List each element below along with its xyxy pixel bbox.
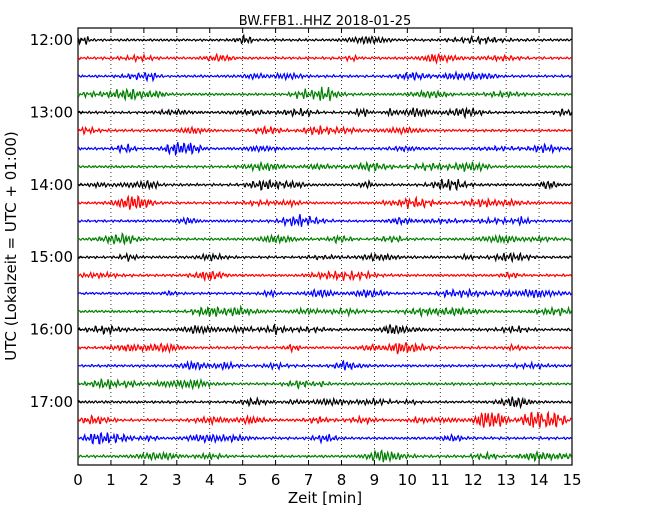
y-tick-label: 16:00 bbox=[30, 321, 73, 339]
y-tick-label: 14:00 bbox=[30, 176, 73, 194]
trace-row-1515 bbox=[77, 269, 573, 283]
x-tick-label: 14 bbox=[530, 471, 549, 489]
x-tick-label: 8 bbox=[337, 471, 347, 489]
x-tick-label: 3 bbox=[172, 471, 182, 489]
x-tick-label: 10 bbox=[398, 471, 417, 489]
y-tick-label: 13:00 bbox=[30, 103, 73, 121]
x-tick-label: 9 bbox=[370, 471, 380, 489]
trace-row-1430 bbox=[77, 214, 572, 228]
x-tick-label: 6 bbox=[271, 471, 281, 489]
trace-row-1345 bbox=[77, 160, 573, 173]
trace-row-1445 bbox=[77, 231, 573, 246]
trace-row-1545 bbox=[77, 304, 573, 319]
x-tick-label: 11 bbox=[431, 471, 450, 489]
trace-row-1530 bbox=[77, 287, 572, 299]
x-axis-label: Zeit [min] bbox=[288, 489, 362, 507]
y-tick-label: 12:00 bbox=[30, 31, 73, 49]
x-tick-labels: 0 1 2 3 4 5 6 7 8 9 10 11 12 13 14 15 bbox=[73, 471, 581, 489]
trace-row-1745 bbox=[77, 448, 573, 464]
x-tick-label: 1 bbox=[106, 471, 116, 489]
traces-group bbox=[77, 33, 573, 464]
x-tick-label: 7 bbox=[304, 471, 314, 489]
x-tick-label: 15 bbox=[562, 471, 581, 489]
trace-row-1230 bbox=[77, 70, 572, 83]
trace-row-1215 bbox=[77, 52, 572, 65]
x-tick-label: 0 bbox=[73, 471, 83, 489]
trace-row-1330 bbox=[77, 142, 572, 157]
chart-title: BW.FFB1..HHZ 2018-01-25 bbox=[239, 14, 412, 29]
trace-row-1615 bbox=[77, 341, 572, 355]
trace-row-1700 bbox=[77, 396, 573, 410]
x-tick-label: 5 bbox=[238, 471, 248, 489]
y-axis-label: UTC (Lokalzeit = UTC + 01:00) bbox=[2, 131, 20, 361]
x-tick-label: 4 bbox=[205, 471, 215, 489]
trace-row-1415 bbox=[77, 194, 572, 210]
trace-row-1730 bbox=[77, 431, 572, 445]
trace-row-1200 bbox=[77, 33, 572, 46]
trace-row-1315 bbox=[77, 124, 572, 136]
trace-row-1600 bbox=[77, 323, 572, 336]
trace-row-1500 bbox=[77, 251, 572, 264]
y-tick-label: 15:00 bbox=[30, 248, 73, 266]
plot-frame bbox=[77, 27, 573, 466]
grid-lines bbox=[110, 28, 540, 465]
axis-ticks bbox=[77, 28, 573, 465]
trace-row-1645 bbox=[77, 377, 572, 391]
x-tick-label: 13 bbox=[497, 471, 516, 489]
trace-row-1715 bbox=[77, 410, 572, 428]
x-tick-label: 2 bbox=[139, 471, 149, 489]
x-tick-label: 12 bbox=[464, 471, 483, 489]
trace-row-1300 bbox=[77, 106, 573, 120]
trace-row-1630 bbox=[77, 359, 572, 372]
y-tick-labels: 12:00 13:00 14:00 15:00 16:00 17:00 bbox=[30, 31, 73, 411]
trace-row-1400 bbox=[77, 178, 572, 192]
y-tick-label: 17:00 bbox=[30, 393, 73, 411]
trace-row-1245 bbox=[77, 86, 572, 102]
